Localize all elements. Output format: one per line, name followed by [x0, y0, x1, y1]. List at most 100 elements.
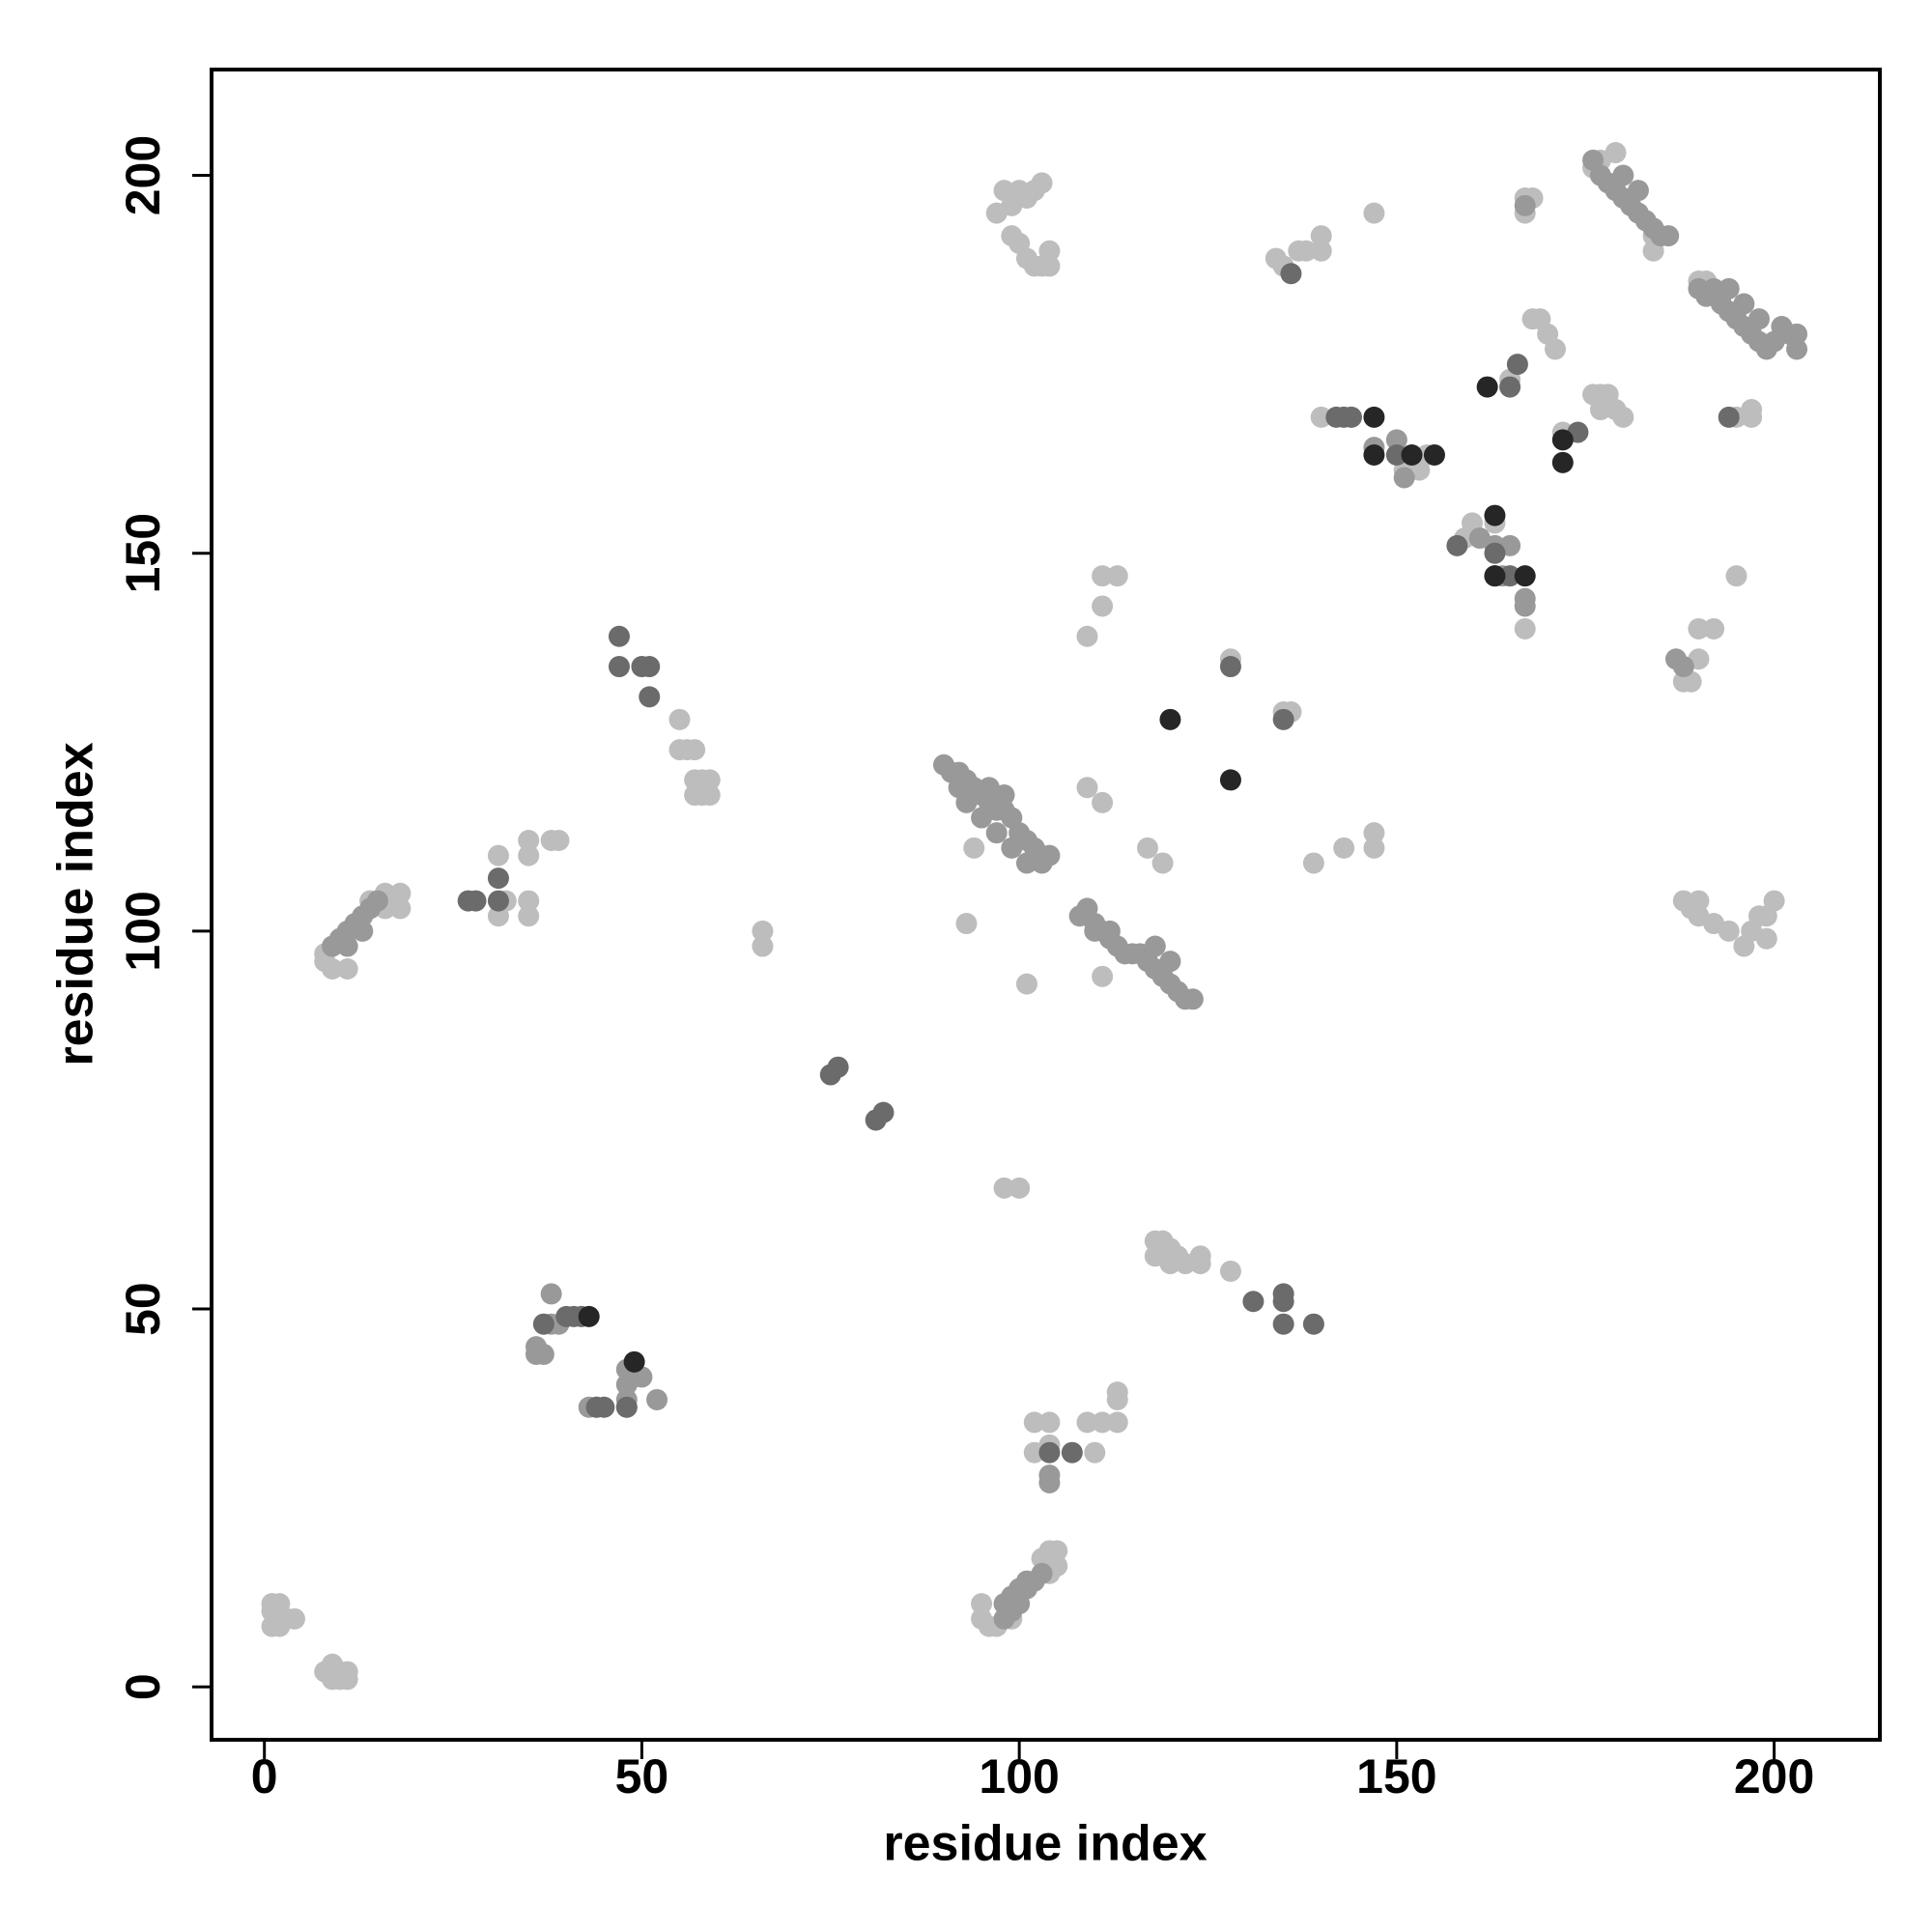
contact-point	[1302, 1313, 1324, 1335]
contact-point	[1786, 338, 1808, 360]
contact-point	[1272, 1313, 1294, 1335]
contact-point	[465, 890, 487, 912]
contact-point	[1333, 837, 1355, 859]
contact-point	[1015, 1577, 1037, 1600]
contact-point	[1484, 504, 1506, 526]
contact-point	[336, 958, 358, 980]
contact-point	[1476, 376, 1498, 398]
contact-point	[1151, 852, 1174, 874]
contact-point	[1499, 376, 1521, 398]
contact-point	[389, 897, 412, 920]
contact-point	[971, 1593, 993, 1615]
x-tick-label: 0	[251, 1749, 278, 1804]
contact-point	[608, 625, 630, 647]
contact-point	[1733, 293, 1755, 315]
contact-point	[1076, 625, 1098, 647]
contact-point	[1446, 534, 1468, 556]
contact-point	[1658, 225, 1680, 247]
contact-point	[608, 656, 630, 678]
contact-point	[1076, 1411, 1098, 1434]
contact-point	[1310, 240, 1332, 262]
contact-point	[615, 1396, 638, 1418]
contact-point	[1181, 988, 1204, 1010]
contact-point	[1401, 444, 1423, 466]
contact-point	[366, 890, 388, 912]
contact-point	[1725, 565, 1747, 587]
contact-point	[955, 791, 978, 813]
contact-point	[518, 890, 540, 912]
contact-point	[1627, 180, 1649, 202]
contact-point	[1718, 406, 1740, 428]
contact-point	[1484, 542, 1506, 564]
contact-point	[1219, 1260, 1241, 1282]
contact-point	[518, 844, 540, 867]
contact-point	[1589, 399, 1611, 421]
contact-point	[1763, 890, 1785, 912]
contact-point	[1741, 406, 1763, 428]
contact-point	[1423, 444, 1445, 466]
contact-point	[269, 1615, 291, 1637]
contact-point	[1551, 429, 1574, 451]
contact-point	[993, 1177, 1015, 1199]
contact-point	[487, 867, 509, 890]
contact-point	[1159, 708, 1181, 730]
contact-point	[585, 1396, 608, 1418]
contact-point	[1612, 406, 1634, 428]
contact-point	[1363, 202, 1385, 224]
contact-point	[1189, 1253, 1211, 1275]
contact-point	[1046, 1540, 1068, 1562]
contact-point	[1106, 565, 1128, 587]
x-tick-label: 200	[1734, 1749, 1814, 1804]
contact-point	[1514, 565, 1536, 587]
contact-point	[548, 830, 570, 851]
contact-point	[1219, 769, 1241, 791]
contact-point	[872, 1101, 895, 1123]
contact-point	[1755, 927, 1777, 950]
contact-point	[518, 830, 540, 851]
contact-point	[1718, 920, 1740, 942]
contact-point	[639, 686, 661, 708]
contact-point	[963, 837, 985, 859]
contact-point	[1605, 142, 1627, 164]
contact-point	[532, 1313, 554, 1335]
contact-point	[1385, 444, 1407, 466]
contact-point	[1363, 837, 1385, 859]
contact-point	[668, 708, 691, 730]
contact-point	[1092, 565, 1114, 587]
contact-point	[1092, 791, 1114, 813]
contact-point	[993, 1607, 1015, 1630]
contact-point	[1272, 708, 1294, 730]
contact-point	[1551, 451, 1574, 473]
contact-point	[1219, 656, 1241, 678]
contact-point	[1144, 935, 1166, 957]
y-tick-label: 150	[116, 513, 170, 593]
contact-point	[1612, 164, 1634, 186]
contact-point	[1514, 617, 1536, 639]
contact-point	[1688, 890, 1710, 912]
contact-point	[1038, 1411, 1061, 1434]
contact-point	[1363, 822, 1385, 844]
contact-point	[1031, 172, 1053, 194]
contact-point	[518, 905, 540, 927]
contact-point	[1295, 240, 1318, 262]
contact-point	[1106, 1411, 1128, 1434]
contact-point	[1038, 1441, 1061, 1463]
contact-point	[827, 1056, 849, 1078]
contact-point	[1506, 354, 1528, 376]
contact-point	[1385, 429, 1407, 451]
y-tick-label: 100	[116, 891, 170, 971]
contact-point	[1092, 1411, 1114, 1434]
contact-point	[1159, 951, 1181, 973]
contact-point	[1001, 837, 1023, 859]
contact-point	[1310, 406, 1332, 428]
contact-point	[623, 1350, 645, 1373]
contact-point	[540, 1283, 562, 1305]
x-axis-title: residue index	[883, 1816, 1207, 1872]
contact-point	[1499, 565, 1521, 587]
x-tick-label: 50	[615, 1749, 669, 1804]
contact-point	[639, 656, 661, 678]
contact-point	[1718, 277, 1740, 299]
contact-point	[1092, 965, 1114, 987]
contact-point	[1076, 777, 1098, 799]
contact-point	[684, 784, 706, 807]
